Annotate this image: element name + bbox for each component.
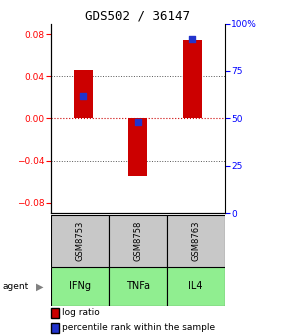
Text: TNFa: TNFa <box>126 282 150 291</box>
Bar <box>183 40 202 119</box>
Text: GSM8753: GSM8753 <box>75 221 84 261</box>
Text: ▶: ▶ <box>36 281 44 291</box>
Title: GDS502 / 36147: GDS502 / 36147 <box>85 9 190 23</box>
Text: IL4: IL4 <box>188 282 203 291</box>
Text: agent: agent <box>3 282 29 291</box>
Bar <box>167 215 225 267</box>
Bar <box>51 215 109 267</box>
Text: percentile rank within the sample: percentile rank within the sample <box>62 324 215 332</box>
Text: GSM8763: GSM8763 <box>191 221 200 261</box>
Text: IFNg: IFNg <box>69 282 91 291</box>
Bar <box>74 70 93 119</box>
Bar <box>109 215 167 267</box>
Bar <box>51 267 109 306</box>
Bar <box>128 119 147 176</box>
Text: GSM8758: GSM8758 <box>133 221 142 261</box>
Bar <box>109 267 167 306</box>
Point <box>81 93 86 98</box>
Text: log ratio: log ratio <box>62 308 100 317</box>
Point <box>135 120 140 125</box>
Bar <box>167 267 225 306</box>
Point <box>190 36 194 41</box>
